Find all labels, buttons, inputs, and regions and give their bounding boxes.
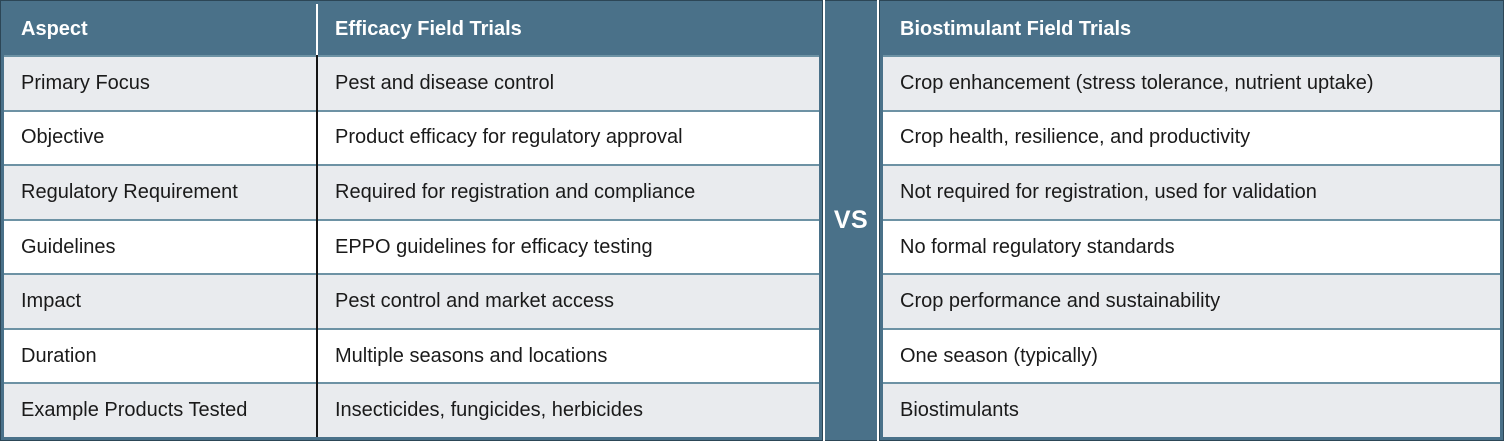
table-row: Duration Multiple seasons and locations xyxy=(4,327,819,383)
value-cell: No formal regulatory standards xyxy=(900,235,1175,258)
value-cell: One season (typically) xyxy=(900,344,1098,367)
value-cell: Biostimulants xyxy=(900,399,1019,422)
table-row: Crop enhancement (stress tolerance, nutr… xyxy=(883,55,1500,110)
table-row: Not required for registration, used for … xyxy=(883,164,1500,219)
value-cell: Multiple seasons and locations xyxy=(335,344,608,367)
value-cell: Not required for registration, used for … xyxy=(900,180,1317,203)
column-divider xyxy=(316,55,318,437)
biostimulant-table: Biostimulant Field Trials Crop enhanceme… xyxy=(883,4,1500,438)
value-cell: Product efficacy for regulatory approval xyxy=(335,126,683,149)
table-row: Example Products Tested Insecticides, fu… xyxy=(4,382,819,438)
table-row: Crop health, resilience, and productivit… xyxy=(883,109,1500,165)
value-cell: Crop enhancement (stress tolerance, nutr… xyxy=(900,71,1374,94)
table-row: Primary Focus Pest and disease control xyxy=(4,55,819,110)
value-cell: Insecticides, fungicides, herbicides xyxy=(335,399,643,422)
table-row: Crop performance and sustainability xyxy=(883,273,1500,328)
value-cell: Crop performance and sustainability xyxy=(900,290,1221,313)
vs-label: VS xyxy=(833,206,869,234)
table-row: Biostimulants xyxy=(883,382,1500,438)
aspect-cell: Example Products Tested xyxy=(21,399,248,422)
aspect-cell: Objective xyxy=(21,126,105,149)
biostimulant-table-card: Biostimulant Field Trials Crop enhanceme… xyxy=(879,0,1504,441)
aspect-cell: Duration xyxy=(21,344,97,367)
table-band-gap xyxy=(823,0,825,441)
value-cell: EPPO guidelines for efficacy testing xyxy=(335,235,653,258)
vs-divider-band: VS xyxy=(825,0,877,441)
table-row: Guidelines EPPO guidelines for efficacy … xyxy=(4,218,819,274)
aspect-cell: Guidelines xyxy=(21,235,116,258)
column-header-efficacy: Efficacy Field Trials xyxy=(335,18,522,40)
table-row: Regulatory Requirement Required for regi… xyxy=(4,164,819,219)
value-cell: Pest control and market access xyxy=(335,290,615,313)
table-header-row: Aspect Efficacy Field Trials xyxy=(4,4,819,55)
aspect-cell: Regulatory Requirement xyxy=(21,180,238,203)
column-header-biostimulant: Biostimulant Field Trials xyxy=(900,18,1132,40)
table-row: Objective Product efficacy for regulator… xyxy=(4,109,819,165)
value-cell: Pest and disease control xyxy=(335,71,555,94)
table-header-row: Biostimulant Field Trials xyxy=(883,4,1500,55)
value-cell: Required for registration and compliance xyxy=(335,180,696,203)
table-row: One season (typically) xyxy=(883,327,1500,383)
efficacy-table-card: Aspect Efficacy Field Trials Primary Foc… xyxy=(0,0,823,441)
table-row: Impact Pest control and market access xyxy=(4,273,819,328)
value-cell: Crop health, resilience, and productivit… xyxy=(900,126,1251,149)
aspect-cell: Impact xyxy=(21,290,82,313)
column-header-aspect: Aspect xyxy=(4,4,318,55)
table-row: No formal regulatory standards xyxy=(883,218,1500,274)
efficacy-table: Aspect Efficacy Field Trials Primary Foc… xyxy=(4,4,819,438)
aspect-cell: Primary Focus xyxy=(21,71,150,94)
table-band-gap xyxy=(877,0,879,441)
